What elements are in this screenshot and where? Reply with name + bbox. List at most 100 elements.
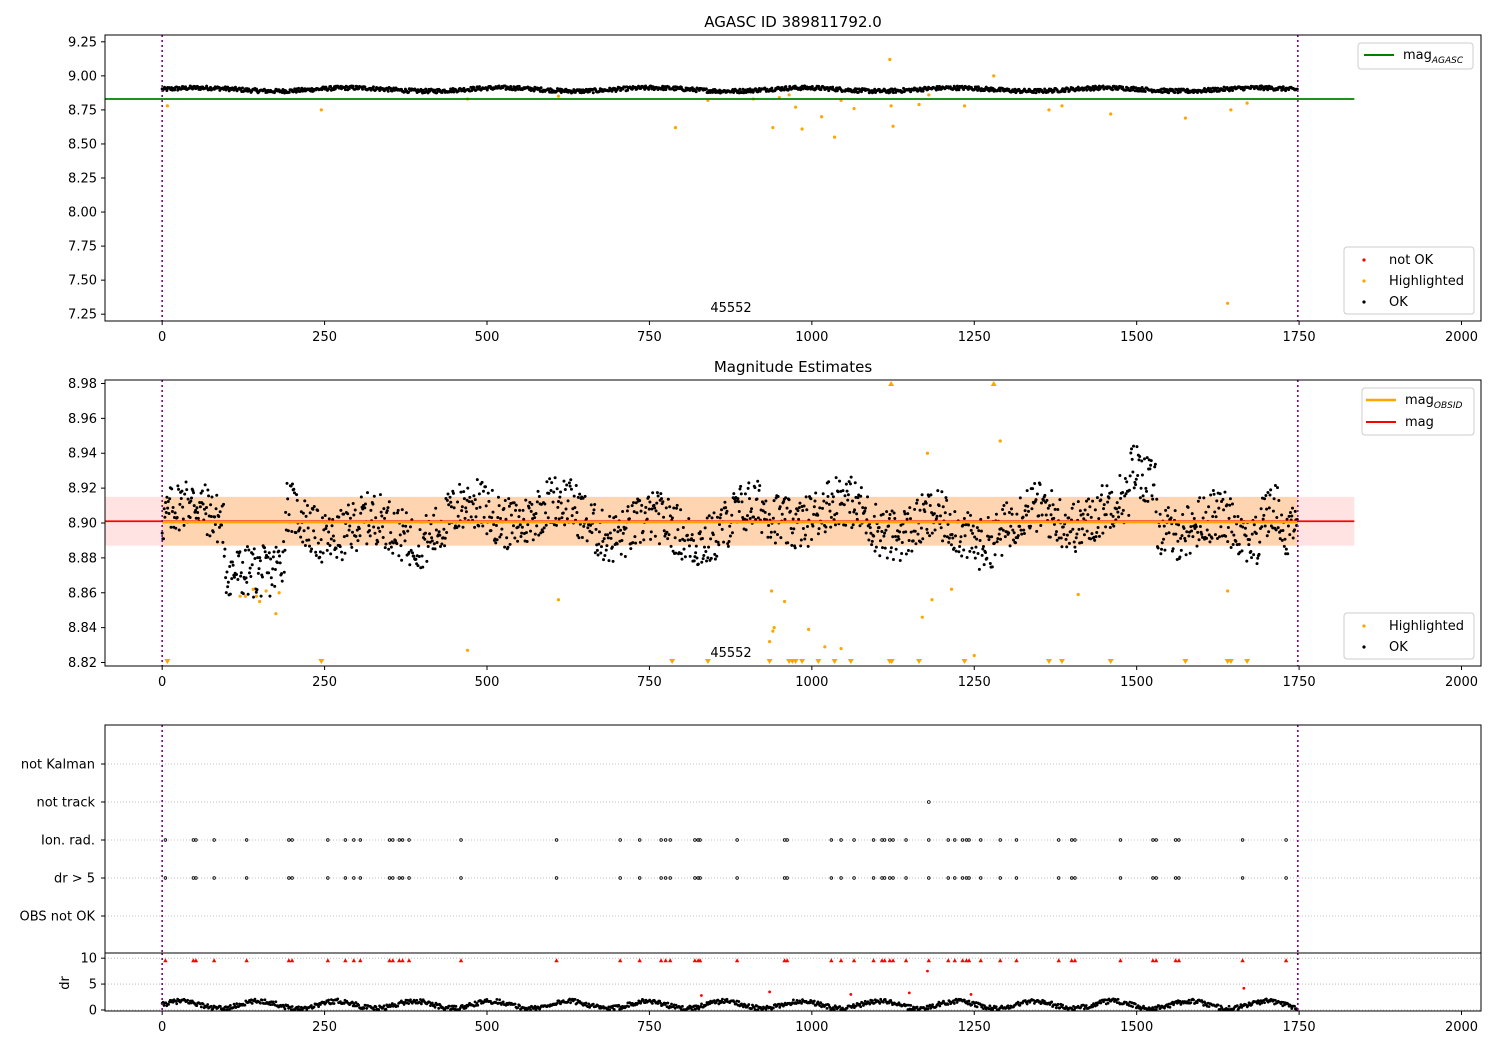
ok-point bbox=[1130, 457, 1134, 461]
ok-point bbox=[632, 510, 636, 514]
ok-point bbox=[647, 507, 651, 511]
ok-point bbox=[737, 500, 741, 504]
ok-point bbox=[883, 546, 887, 550]
ok-point bbox=[966, 523, 970, 527]
ok-point bbox=[271, 555, 275, 559]
ok-point bbox=[843, 494, 847, 498]
ok-point bbox=[1196, 499, 1200, 503]
ok-point bbox=[867, 538, 871, 542]
ok-point bbox=[845, 489, 849, 493]
ok-point bbox=[597, 530, 601, 534]
ok-point bbox=[939, 514, 943, 518]
ok-point bbox=[1076, 85, 1080, 89]
panel4-frame bbox=[104, 952, 1482, 1012]
ok-point bbox=[328, 544, 332, 548]
ok-point bbox=[903, 512, 907, 516]
ok-point bbox=[331, 517, 335, 521]
ok-point bbox=[1141, 494, 1145, 498]
ok-point bbox=[378, 529, 382, 533]
ok-point bbox=[1179, 548, 1183, 552]
dr-point bbox=[1293, 1004, 1296, 1008]
ok-point bbox=[196, 511, 200, 515]
ok-point bbox=[406, 529, 410, 533]
ok-point bbox=[1226, 540, 1230, 544]
ok-point bbox=[1127, 488, 1131, 492]
ok-point bbox=[1204, 510, 1208, 514]
not-ok-high-marker bbox=[286, 958, 292, 963]
offscale-low-marker bbox=[318, 659, 325, 664]
ok-point bbox=[877, 525, 881, 529]
ok-point bbox=[433, 547, 437, 551]
ok-point bbox=[170, 510, 174, 514]
dr-point bbox=[516, 1006, 520, 1010]
not-ok-high-marker bbox=[351, 958, 357, 963]
ok-point bbox=[683, 539, 687, 543]
ok-point bbox=[546, 516, 550, 520]
offscale-low-marker bbox=[815, 659, 822, 664]
dr-gt-5-marker bbox=[891, 876, 895, 880]
ok-point bbox=[722, 540, 726, 544]
ok-point bbox=[1283, 537, 1287, 541]
dr-point bbox=[859, 1005, 863, 1009]
ok-point bbox=[1229, 545, 1233, 549]
ok-point bbox=[749, 510, 753, 514]
ok-point bbox=[1260, 525, 1264, 529]
highlighted-point bbox=[823, 645, 827, 649]
dr-gt-5-marker bbox=[637, 876, 642, 880]
x-tick-label: 2000 bbox=[1445, 1020, 1478, 1035]
ok-point bbox=[244, 576, 248, 580]
ok-point bbox=[715, 515, 719, 519]
ok-point bbox=[314, 554, 318, 558]
ok-point bbox=[769, 530, 773, 534]
ok-point bbox=[1263, 497, 1267, 501]
ion-rad-marker bbox=[829, 838, 834, 842]
ok-point bbox=[554, 523, 558, 527]
ok-point bbox=[682, 547, 686, 551]
ok-point bbox=[739, 492, 743, 496]
ok-point bbox=[325, 548, 329, 552]
dr-point bbox=[1189, 1001, 1193, 1004]
x-tick-label: 1000 bbox=[795, 675, 828, 690]
ok-point bbox=[580, 91, 584, 95]
ok-point bbox=[1153, 462, 1157, 466]
ok-point bbox=[801, 526, 805, 530]
ok-point bbox=[887, 524, 891, 528]
ion-rad-marker bbox=[659, 838, 663, 842]
ok-point bbox=[663, 534, 667, 538]
ok-point bbox=[700, 536, 704, 540]
not-ok-high-marker bbox=[890, 958, 896, 963]
ok-point bbox=[215, 493, 219, 497]
ok-point bbox=[981, 544, 985, 548]
ok-point bbox=[1170, 549, 1174, 553]
ok-point bbox=[1092, 88, 1096, 92]
dr-point bbox=[816, 1000, 820, 1004]
ok-point bbox=[329, 537, 333, 541]
dr-point bbox=[559, 1002, 562, 1006]
ok-point bbox=[1186, 505, 1190, 509]
ok-point bbox=[881, 512, 885, 516]
ok-point bbox=[730, 513, 734, 517]
ok-point bbox=[990, 535, 994, 539]
ion-rad-marker bbox=[459, 838, 463, 842]
ok-point bbox=[222, 554, 226, 558]
dr-point bbox=[863, 999, 867, 1003]
ok-point bbox=[999, 537, 1003, 541]
ok-point bbox=[458, 482, 462, 486]
ok-point bbox=[831, 85, 835, 89]
ok-point bbox=[706, 556, 710, 560]
ok-point bbox=[958, 545, 962, 549]
ok-point bbox=[262, 546, 266, 550]
ok-point bbox=[740, 500, 744, 504]
ok-point bbox=[257, 567, 261, 571]
ok-point bbox=[872, 534, 876, 538]
ok-point bbox=[1023, 509, 1027, 513]
ok-point bbox=[365, 542, 369, 546]
ok-point bbox=[799, 88, 803, 92]
not-ok-high-marker bbox=[617, 958, 623, 963]
ok-point bbox=[449, 505, 453, 509]
panel1-frame bbox=[104, 34, 1482, 322]
ok-point bbox=[997, 532, 1001, 536]
dr-point bbox=[432, 1003, 436, 1007]
ok-point bbox=[887, 516, 891, 520]
highlighted-point bbox=[319, 108, 323, 112]
